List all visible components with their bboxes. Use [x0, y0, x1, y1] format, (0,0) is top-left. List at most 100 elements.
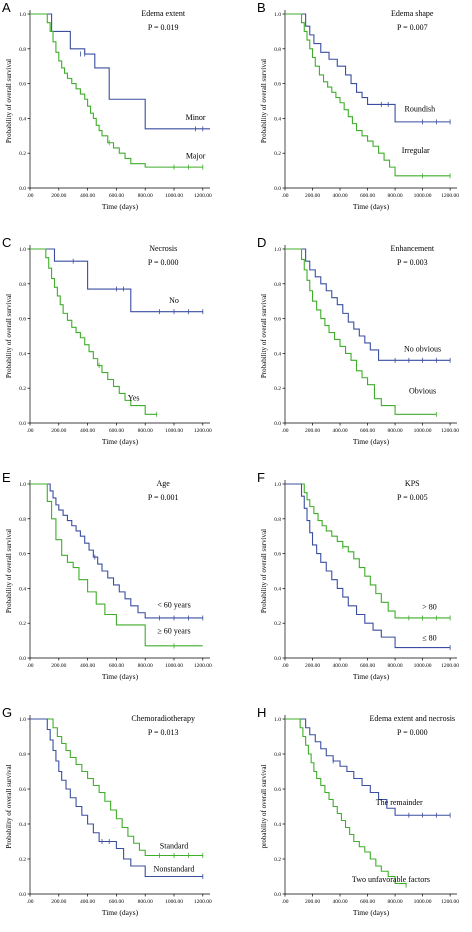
p-value: P = 0.003 [397, 258, 428, 267]
x-tick-label: 1200.00 [441, 899, 459, 905]
x-axis-title: Time (days) [353, 908, 390, 917]
y-tick-label: 0.0 [274, 421, 281, 427]
survival-curve-2 [30, 483, 203, 647]
panel-letter: A [2, 0, 11, 15]
x-tick-label: 1200.00 [441, 428, 459, 434]
survival-curve-2 [285, 718, 407, 886]
x-tick-label: 1000.00 [414, 899, 432, 905]
y-tick-label: 0.8 [19, 282, 26, 288]
km-panel-f: F 0.0 0.2 0.4 0.6 0.8 1.0 .00 200.00 400.00 600.00… [257, 470, 459, 681]
y-axis-title: Probability of overall survival [260, 59, 268, 143]
y-axis-title: Probability of overall survival [260, 529, 268, 613]
x-axis-title: Time (days) [102, 672, 139, 681]
series-label: Standard [160, 842, 188, 851]
survival-curve-1 [30, 718, 203, 857]
panel-letter: H [257, 705, 266, 720]
y-tick-label: 0.8 [274, 47, 281, 53]
x-tick-label: 400.00 [332, 193, 347, 199]
series-label: < 60 years [157, 601, 190, 610]
km-panel-e: E 0.0 0.2 0.4 0.6 0.8 1.0 .00 200.00 400.00 600.00… [2, 470, 212, 681]
panel-title: Age [157, 479, 171, 488]
y-tick-label: 0.4 [274, 116, 281, 122]
x-tick-label: 1000.00 [165, 428, 183, 434]
y-tick-label: 0.6 [19, 552, 26, 558]
km-panel-d: D 0.0 0.2 0.4 0.6 0.8 1.0 .00 200.00 400.00 600.00… [257, 235, 459, 446]
y-tick-label: 0.8 [274, 752, 281, 758]
panel-letter: G [2, 705, 12, 720]
x-tick-label: 800.00 [388, 428, 403, 434]
y-tick-label: 0.2 [274, 621, 281, 627]
km-panel-a: A 0.0 0.2 0.4 0.6 0.8 1.0 .00 200.00 400.00 600.00… [2, 0, 212, 211]
panel-letter: E [2, 470, 11, 485]
series-label: ≥ 60 years [157, 627, 190, 636]
km-panel-h: H 0.0 0.2 0.4 0.6 0.8 1.0 .00 200.00 400.00 600.00… [257, 705, 459, 917]
x-tick-label: 600.00 [360, 428, 375, 434]
y-tick-label: 0.6 [274, 787, 281, 793]
x-tick-label: .00 [27, 193, 34, 199]
x-tick-label: 1000.00 [165, 193, 183, 199]
y-tick-label: 0.2 [274, 151, 281, 157]
x-tick-label: 200.00 [51, 428, 66, 434]
y-tick-label: 0.4 [274, 586, 281, 592]
y-tick-label: 1.0 [19, 717, 26, 723]
x-tick-label: 200.00 [305, 428, 320, 434]
p-value: P = 0.019 [148, 23, 179, 32]
y-tick-label: 1.0 [19, 12, 26, 18]
y-tick-label: 0.2 [274, 386, 281, 392]
x-tick-label: 800.00 [138, 193, 153, 199]
panel-title: KPS [405, 479, 420, 488]
series-label: Irregular [402, 146, 430, 155]
x-tick-label: 1200.00 [441, 663, 459, 669]
y-tick-label: 0.0 [19, 656, 26, 662]
x-tick-label: 200.00 [305, 663, 320, 669]
survival-curve-1 [285, 718, 451, 816]
y-axis-title: Probability of overall survival [5, 529, 13, 613]
series-label: No [169, 296, 179, 305]
x-tick-label: 1000.00 [414, 428, 432, 434]
y-tick-label: 0.4 [19, 116, 26, 122]
panel-letter: F [257, 470, 265, 485]
x-tick-label: 1200.00 [194, 899, 212, 905]
km-panel-g: G 0.0 0.2 0.4 0.6 0.8 1.0 .00 200.00 400.00 600.00… [2, 705, 212, 917]
x-tick-label: .00 [282, 428, 289, 434]
survival-curve-2 [285, 13, 451, 177]
p-value: P = 0.007 [397, 23, 428, 32]
survival-curve-1 [30, 248, 203, 313]
x-tick-label: 1200.00 [194, 193, 212, 199]
x-tick-label: 200.00 [51, 663, 66, 669]
series-label: Two unfavorable factors [352, 875, 430, 884]
y-tick-label: 0.8 [19, 47, 26, 53]
x-tick-label: 200.00 [305, 193, 320, 199]
x-tick-label: 800.00 [388, 663, 403, 669]
x-tick-label: .00 [282, 663, 289, 669]
survival-curve-1 [30, 13, 210, 130]
km-panel-b: B 0.0 0.2 0.4 0.6 0.8 1.0 .00 200.00 400.00 600.00… [257, 0, 459, 211]
panel-title: Edema shape [391, 9, 434, 18]
y-tick-label: 1.0 [274, 12, 281, 18]
y-tick-label: 1.0 [274, 482, 281, 488]
y-tick-label: 0.6 [19, 317, 26, 323]
x-tick-label: 600.00 [109, 663, 124, 669]
survival-curve-2 [285, 483, 451, 649]
y-tick-label: 0.8 [19, 517, 26, 523]
survival-curve-1 [30, 483, 203, 619]
y-tick-label: 0.2 [19, 386, 26, 392]
x-tick-label: 1200.00 [194, 663, 212, 669]
x-axis-title: Time (days) [353, 437, 390, 446]
panel-title: Enhancement [391, 244, 435, 253]
y-axis-title: Probability of overall survival [5, 59, 13, 143]
x-tick-label: 400.00 [80, 193, 95, 199]
y-tick-label: 1.0 [19, 482, 26, 488]
y-tick-label: 0.4 [19, 822, 26, 828]
p-value: P = 0.000 [148, 258, 179, 267]
x-tick-label: 600.00 [109, 193, 124, 199]
series-label: Minor [186, 113, 206, 122]
y-tick-label: 0.6 [19, 787, 26, 793]
panel-title: Edema extent and necrosis [370, 714, 456, 723]
p-value: P = 0.013 [148, 728, 179, 737]
x-tick-label: 600.00 [109, 428, 124, 434]
y-tick-label: 0.2 [274, 857, 281, 863]
x-axis-title: Time (days) [102, 202, 139, 211]
p-value: P = 0.001 [148, 493, 179, 502]
x-tick-label: 800.00 [138, 428, 153, 434]
